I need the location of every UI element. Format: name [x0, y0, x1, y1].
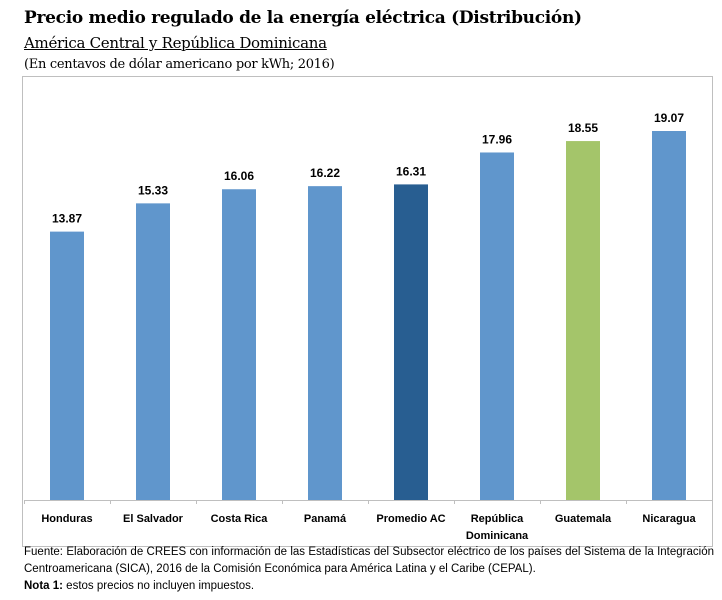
data-label: 13.87 — [52, 212, 82, 226]
bar-6 — [566, 141, 600, 500]
source-note: Fuente: Elaboración de CREES con informa… — [24, 546, 714, 575]
x-tick-label: Costa Rica — [211, 513, 269, 525]
x-tick-label: República — [471, 513, 524, 525]
x-tick-label: Panamá — [304, 513, 347, 525]
chart-footer: Fuente: Elaboración de CREES con informa… — [24, 544, 714, 595]
x-tick-label: Honduras — [41, 513, 92, 525]
bar-2 — [222, 189, 256, 500]
bar-0 — [50, 231, 84, 500]
x-tick-label: Nicaragua — [642, 513, 696, 525]
chart-frame — [22, 76, 713, 547]
bar-1 — [136, 203, 170, 501]
x-tick-label: Promedio AC — [376, 513, 445, 525]
data-label: 15.33 — [138, 183, 168, 197]
note-1: Nota 1: estos precios no incluyen impues… — [24, 578, 714, 595]
data-label: 17.96 — [482, 132, 512, 146]
data-label: 18.55 — [568, 121, 598, 135]
chart-title: Precio medio regulado de la energía eléc… — [24, 8, 582, 28]
x-tick-label: Guatemala — [555, 513, 612, 525]
bar-5 — [480, 152, 514, 500]
chart-units: (En centavos de dólar americano por kWh;… — [24, 57, 335, 72]
x-tick-label: Dominicana — [466, 530, 529, 542]
bar-7 — [652, 131, 686, 500]
bar-4 — [394, 184, 428, 501]
chart-subtitle: América Central y República Dominicana — [24, 34, 327, 52]
x-tick-label: El Salvador — [123, 513, 184, 525]
bar-3 — [308, 186, 342, 500]
data-label: 16.31 — [396, 164, 426, 178]
data-label: 16.22 — [310, 166, 340, 180]
data-label: 16.06 — [224, 169, 254, 183]
note-label: Nota 1: — [24, 580, 63, 592]
data-label: 19.07 — [654, 111, 684, 125]
note-text: estos precios no incluyen impuestos. — [62, 580, 255, 592]
